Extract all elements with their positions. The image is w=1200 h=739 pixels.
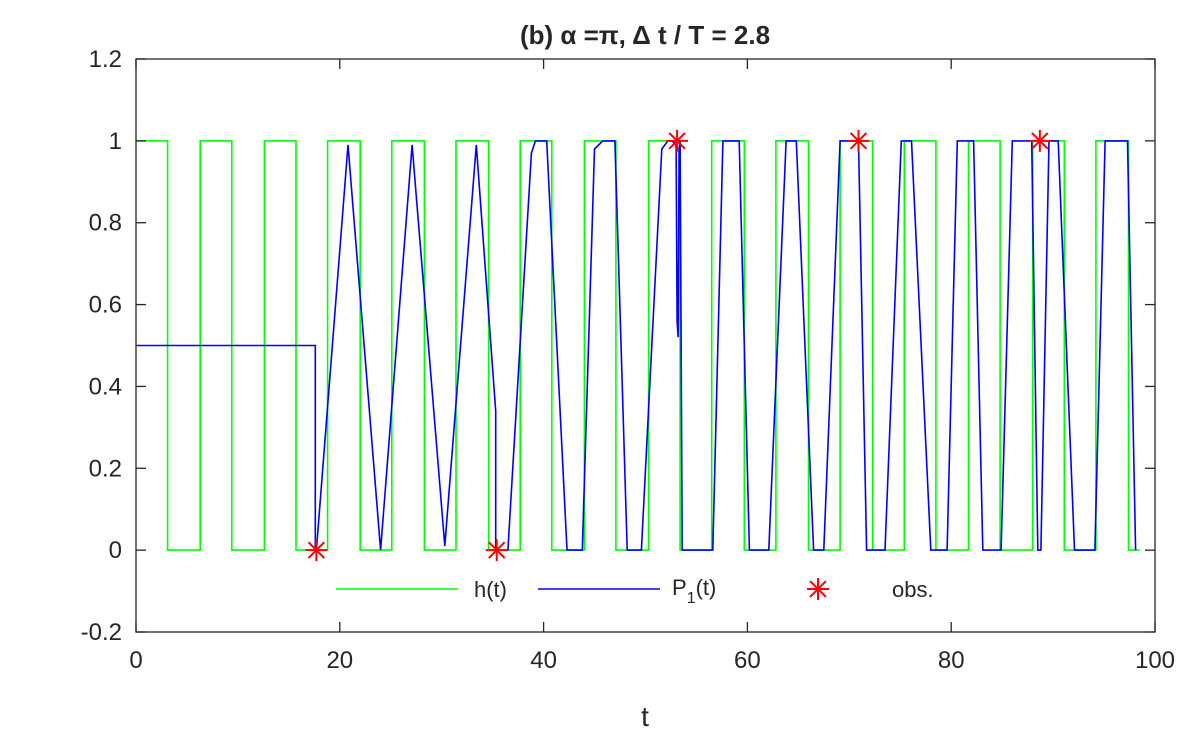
x-tick-label-1: 20 bbox=[326, 647, 353, 674]
y-tick-label-5: 0.8 bbox=[89, 210, 122, 237]
legend-label-p1-main: P bbox=[672, 575, 687, 600]
obs-marker-2-d2 bbox=[668, 132, 686, 150]
obs-marker-1-d2 bbox=[488, 541, 506, 559]
y-tick-label-0: -0.2 bbox=[81, 619, 122, 646]
obs-marker-4 bbox=[1028, 129, 1051, 152]
y-tick-label-4: 0.6 bbox=[89, 292, 122, 319]
obs-marker-2 bbox=[666, 129, 689, 152]
y-tick-label-1: 0 bbox=[109, 537, 122, 564]
chart-title: (b) α =π, Δ t / T = 2.8 bbox=[520, 20, 770, 50]
obs-marker-3-d2 bbox=[849, 132, 868, 150]
obs-marker-4-d2 bbox=[1031, 132, 1049, 150]
x-tick-label-4: 80 bbox=[938, 647, 965, 674]
legend-label-obs: obs. bbox=[892, 577, 934, 602]
y-tick-label-3: 0.4 bbox=[89, 373, 122, 400]
obs-marker-0-d2 bbox=[307, 541, 325, 559]
obs-marker-1 bbox=[485, 539, 508, 562]
x-tick-label-2: 40 bbox=[530, 647, 557, 674]
x-tick-label-3: 60 bbox=[734, 647, 761, 674]
x-tick-label-0: 0 bbox=[129, 647, 142, 674]
legend-label-p1: P1(t) bbox=[672, 575, 716, 607]
x-tick-label-5: 100 bbox=[1135, 647, 1175, 674]
x-axis-label: t bbox=[641, 701, 649, 732]
y-tick-label-2: 0.2 bbox=[89, 455, 122, 482]
legend-label-p1-tail: (t) bbox=[696, 575, 717, 600]
legend-label-p1-sub: 1 bbox=[687, 590, 696, 607]
y-tick-label-7: 1.2 bbox=[89, 46, 122, 73]
series-layer bbox=[136, 129, 1140, 562]
obs-marker-3 bbox=[847, 129, 870, 152]
obs-marker-0 bbox=[305, 539, 328, 562]
y-tick-label-6: 1 bbox=[109, 128, 122, 155]
legend-marker-obs bbox=[807, 578, 829, 600]
legend-label-h: h(t) bbox=[474, 577, 507, 602]
legend: h(t) P1(t) obs. bbox=[336, 575, 934, 607]
axes-box bbox=[135, 58, 1156, 633]
legend-marker-obs-d2 bbox=[809, 580, 827, 598]
axes-layer: 0 20 40 60 80 100 -0.2 0 0.2 0.4 0.6 0.8 1 1.2 bbox=[81, 46, 1175, 674]
